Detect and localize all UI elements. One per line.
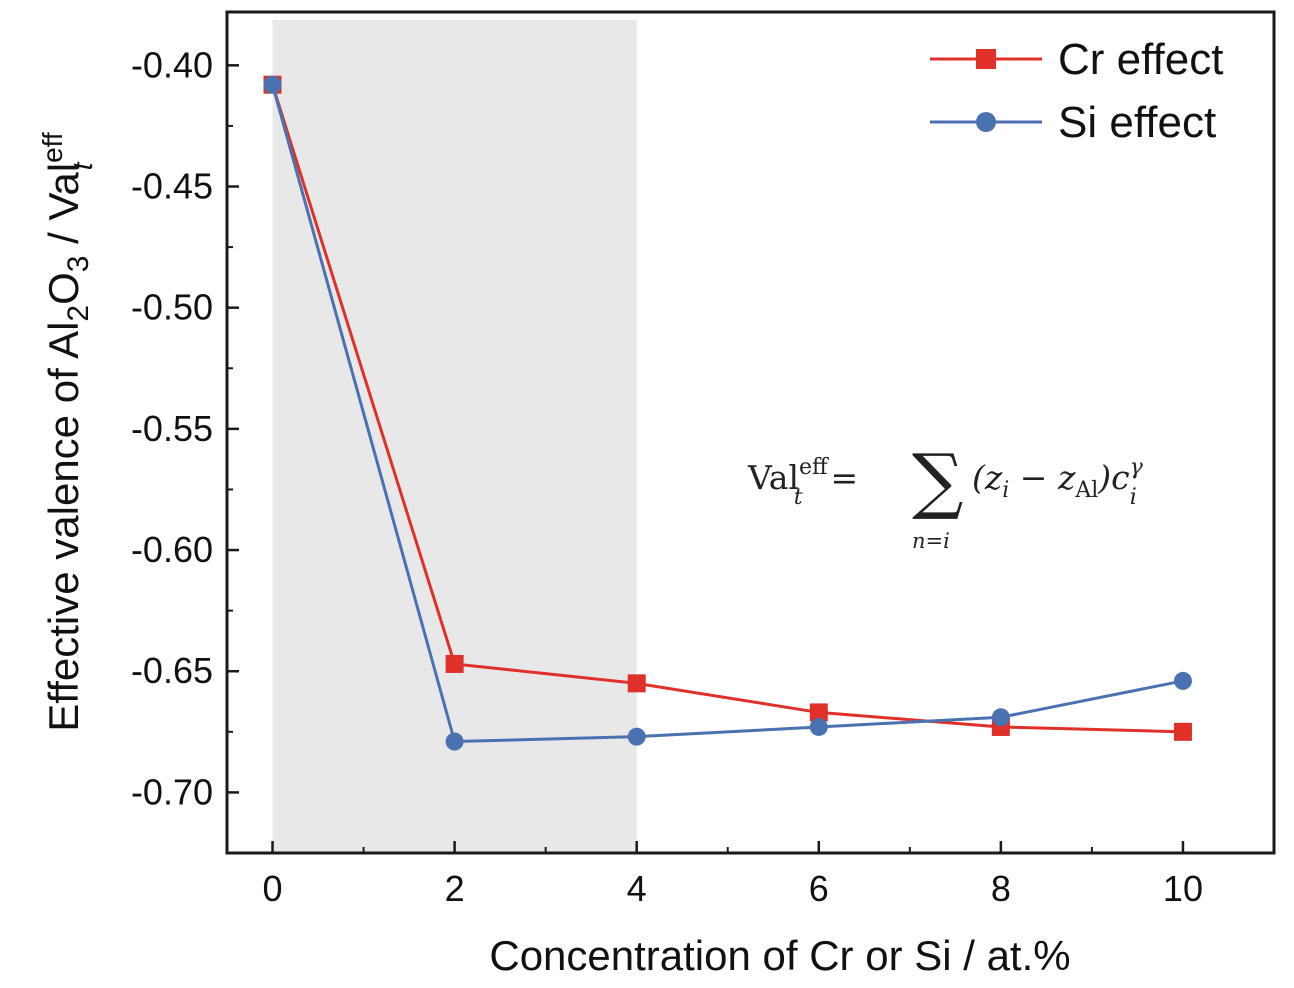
axis-ticks: 0 2 4 6 8 10 -0.40 -0.45 -0.50 -0.55 -0.60 -0.65 -0.… — [131, 44, 1203, 909]
data-point-cr — [627, 674, 646, 693]
equation-annotation: Valeff t= ∑ n=i (zi − zAl)cγ i — [747, 438, 1144, 553]
y-tick-label: -0.60 — [131, 529, 213, 570]
legend-label-si: Si effect — [1058, 98, 1216, 147]
summation-index: n=i — [912, 529, 950, 553]
x-tick-label: 8 — [991, 868, 1011, 909]
y-tick-label: -0.45 — [131, 166, 213, 207]
series-line-si — [271, 84, 1184, 744]
data-point-si — [809, 717, 828, 736]
x-axis-label: Concentration of Cr or Si / at.% — [489, 932, 1070, 979]
x-tick-label: 10 — [1163, 868, 1203, 909]
x-tick-label: 0 — [263, 868, 283, 909]
x-tick-label: 4 — [627, 868, 647, 909]
plot-frame — [225, 10, 1276, 855]
equation-lhs: Valeff t= — [747, 455, 858, 510]
data-point-cr — [1173, 722, 1192, 741]
y-axis-label: Effective valence of Al2O3 / Valefft — [37, 132, 98, 732]
data-point-cr — [445, 654, 464, 673]
equation-rhs: (zi − zAl)cγ i — [972, 455, 1144, 510]
series-layer — [263, 75, 1192, 751]
series-line-cr — [271, 84, 1183, 734]
y-tick-label: -0.70 — [131, 771, 213, 812]
data-point-si — [263, 75, 282, 94]
legend-marker-cr — [976, 49, 996, 69]
x-tick-label: 2 — [445, 868, 465, 909]
legend-marker-si — [976, 112, 996, 132]
data-point-si — [627, 727, 646, 746]
data-point-si — [445, 732, 464, 751]
y-tick-label: -0.40 — [131, 44, 213, 85]
shaded-region — [272, 20, 637, 853]
legend: Cr effect Si effect — [930, 35, 1223, 147]
x-tick-label: 6 — [809, 868, 829, 909]
y-tick-label: -0.50 — [131, 287, 213, 328]
data-point-cr — [809, 703, 828, 722]
y-tick-label: -0.55 — [131, 408, 213, 449]
y-tick-label: -0.65 — [131, 650, 213, 691]
data-point-si — [1173, 671, 1192, 690]
data-point-si — [991, 708, 1010, 727]
legend-label-cr: Cr effect — [1058, 35, 1223, 84]
summation-symbol: ∑ — [912, 438, 963, 522]
